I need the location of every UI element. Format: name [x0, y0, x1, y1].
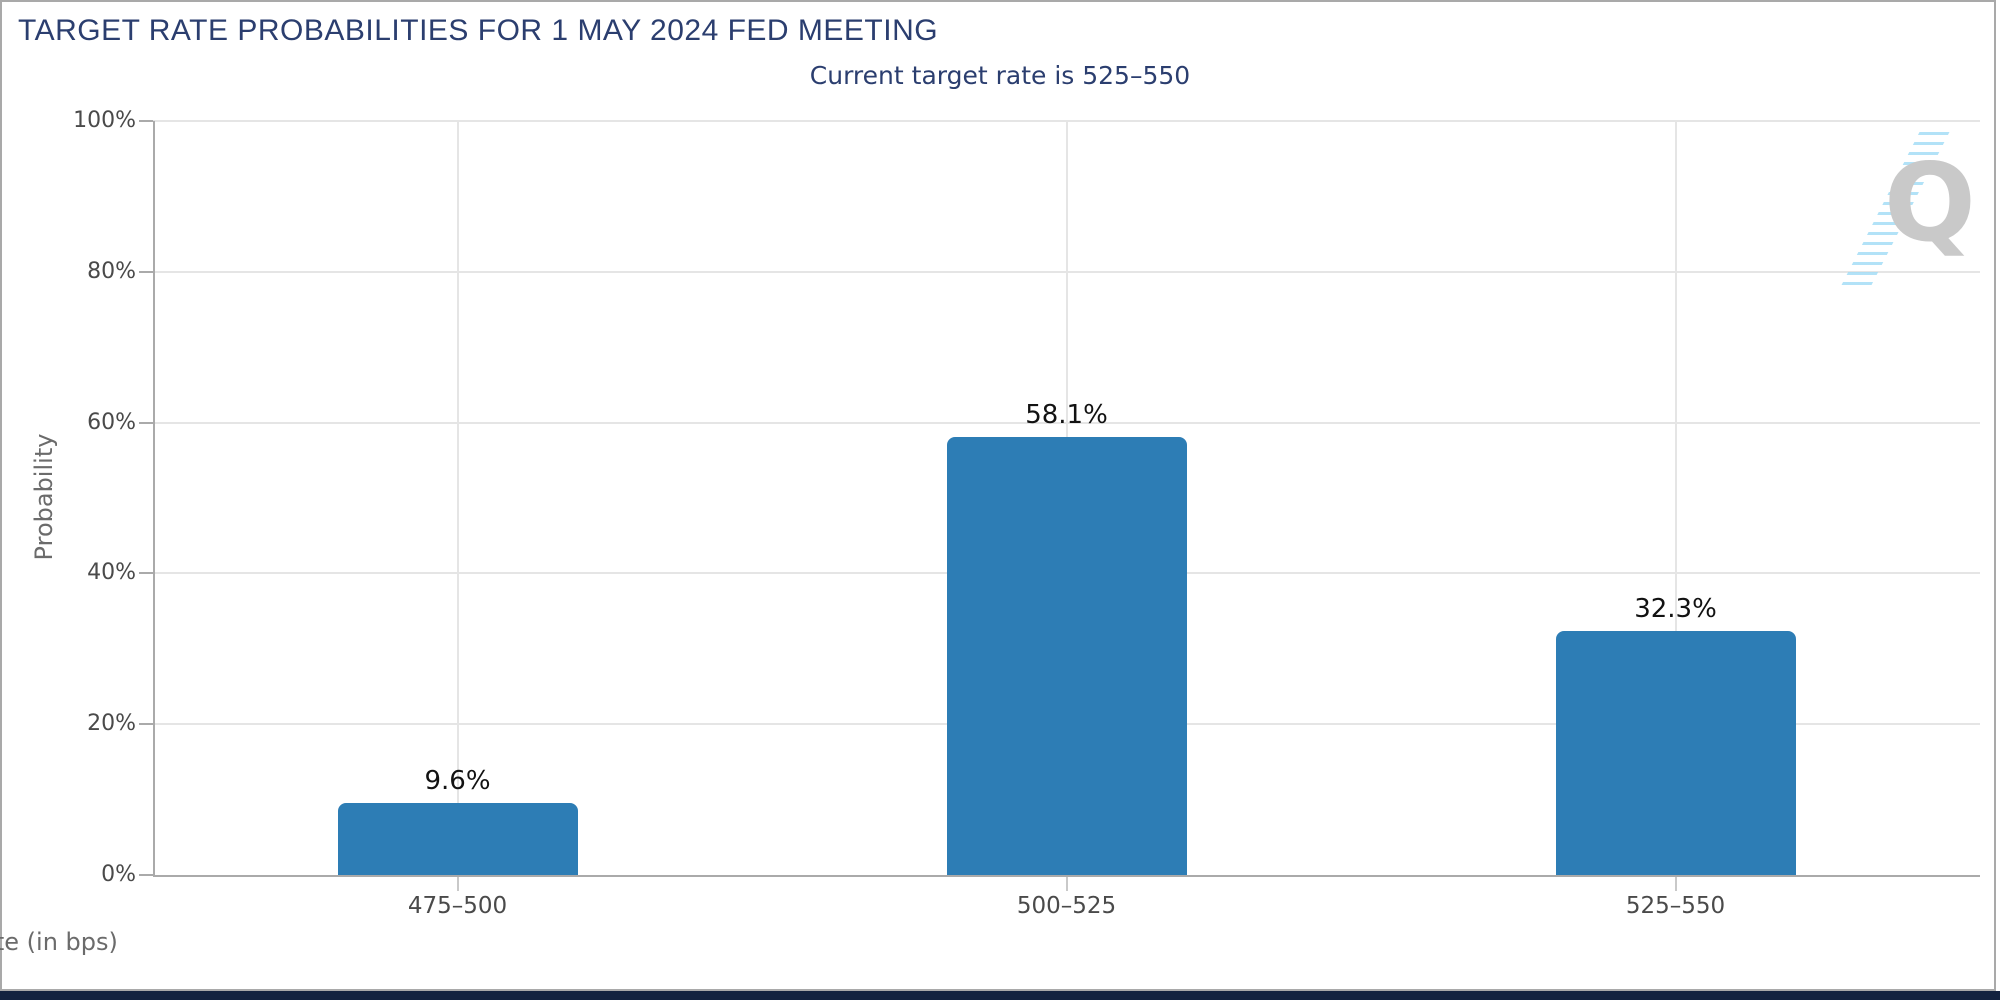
x-gridline-2 [1674, 121, 1677, 875]
y-axis-line [153, 121, 155, 877]
bar-500–525[interactable] [946, 436, 1187, 875]
bar-525–550[interactable] [1555, 631, 1796, 875]
x-tick-label-1: 500–525 [1016, 893, 1117, 919]
x-axis-line [153, 875, 1980, 877]
bar-value-label-2: 32.3% [1634, 594, 1717, 625]
y-tick-label-40: 40% [87, 560, 136, 586]
page-title: TARGET RATE PROBABILITIES FOR 1 MAY 2024… [18, 14, 939, 47]
logo-q-letter: Q [1884, 141, 1976, 266]
quikstrike-logo: Q [1838, 122, 1998, 297]
y-tick-label-80: 80% [87, 258, 136, 284]
bar-value-label-1: 58.1% [1025, 399, 1108, 430]
y-tick-mark-40 [139, 572, 153, 575]
y-tick-mark-80 [139, 270, 153, 273]
y-tick-label-20: 20% [87, 711, 136, 737]
y-tick-mark-20 [139, 723, 153, 726]
y-tick-label-100: 100% [73, 108, 136, 133]
x-tick-mark-1 [1065, 877, 1068, 891]
y-tick-mark-60 [139, 421, 153, 424]
y-tick-mark-0 [139, 874, 153, 876]
x-gridline-0 [456, 121, 459, 875]
x-tick-mark-2 [1674, 877, 1677, 891]
y-axis-title: Probability [30, 433, 58, 561]
footer-bar [0, 991, 2000, 1000]
x-tick-mark-0 [456, 877, 459, 891]
bar-value-label-0: 9.6% [424, 765, 491, 796]
x-tick-label-2: 525–550 [1625, 893, 1726, 919]
y-tick-label-0: 0% [101, 862, 136, 887]
chart-subtitle: Current target rate is 525–550 [809, 61, 1191, 90]
x-axis-title: Target Rate (in bps) [0, 928, 118, 956]
x-tick-label-0: 475–500 [407, 893, 508, 919]
bar-475–500[interactable] [337, 802, 578, 875]
y-tick-mark-100 [139, 120, 153, 122]
y-tick-label-60: 60% [87, 409, 136, 435]
